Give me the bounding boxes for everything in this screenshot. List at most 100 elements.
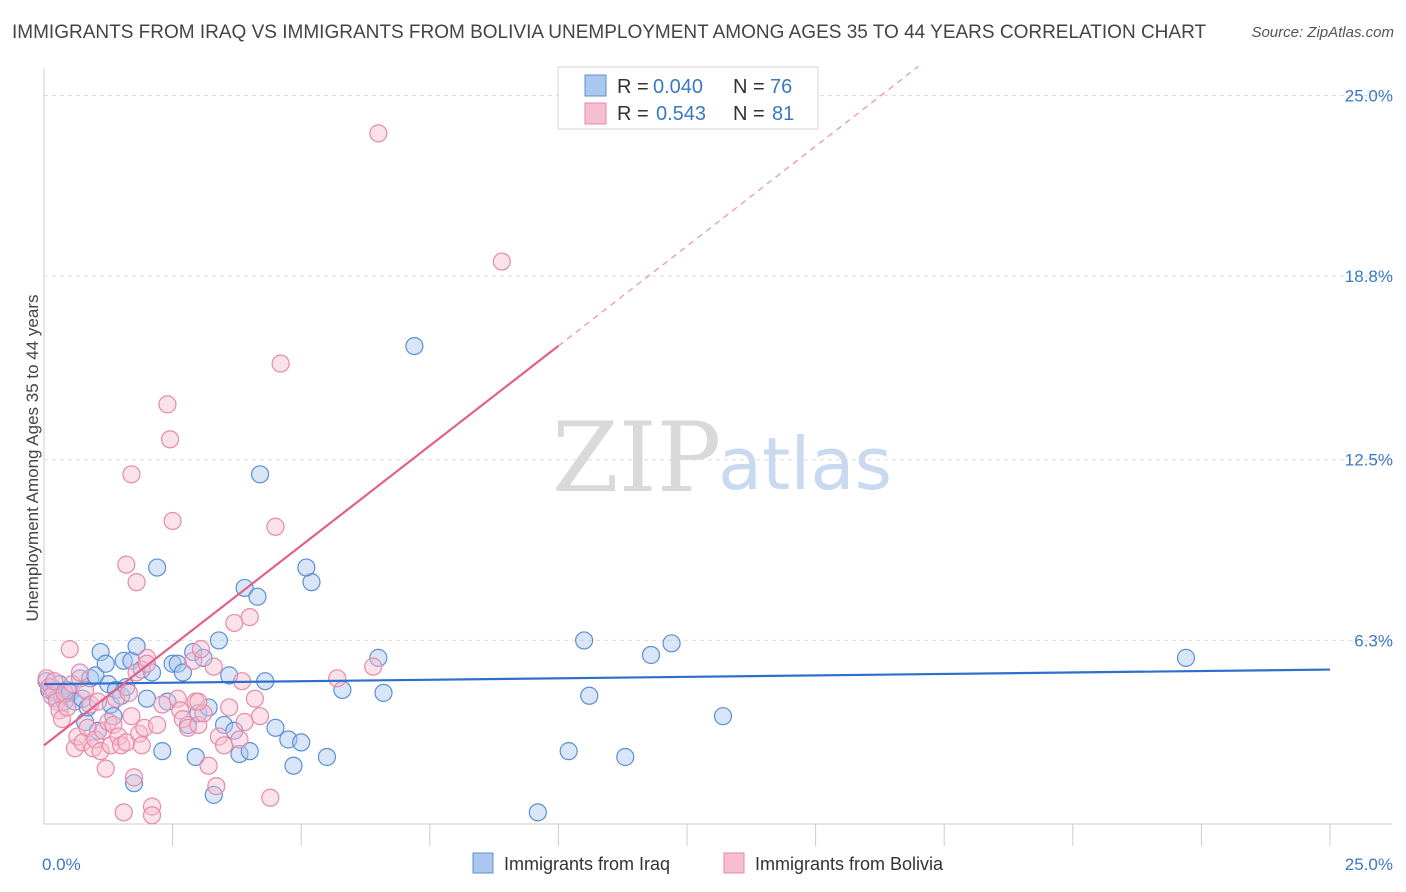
iraq-point	[78, 698, 97, 717]
iraq-point	[240, 742, 259, 761]
bolivia-point	[189, 692, 208, 711]
watermark: ZIP atlas	[552, 402, 892, 514]
bolivia-point	[99, 712, 118, 732]
iraq-point	[91, 642, 110, 662]
watermark-zip-text: ZIP	[552, 402, 721, 514]
iraq-point	[230, 744, 249, 764]
iraq-point	[266, 718, 285, 737]
bolivia-point	[328, 669, 347, 688]
iraq-point	[374, 683, 393, 702]
iraq-trend-line	[43, 668, 1331, 686]
bolivia-point	[261, 788, 280, 807]
source-label: Source: ZipAtlas.com	[1251, 24, 1394, 41]
iraq-point	[528, 803, 547, 822]
legend-n-value-iraq: 76	[770, 76, 792, 98]
legend-n-label-iraq: N =	[733, 76, 765, 98]
iraq-point	[124, 774, 144, 793]
iraq-point	[137, 689, 156, 708]
iraq-point	[297, 558, 316, 577]
bolivia-point	[245, 689, 265, 708]
y-tick-label: 18.8%	[1345, 267, 1393, 286]
page-title: IMMIGRANTS FROM IRAQ VS IMMIGRANTS FROM …	[12, 22, 1207, 43]
iraq-point	[292, 733, 311, 752]
bolivia-point	[178, 718, 198, 737]
bolivia-point	[153, 695, 172, 714]
bolivia-point	[160, 430, 180, 449]
iraq-point	[559, 742, 578, 761]
legend-swatch-bolivia	[584, 102, 607, 125]
y-tick-label: 6.3%	[1354, 631, 1393, 650]
iraq-point	[284, 756, 303, 775]
iraq-point	[173, 663, 192, 682]
iraq-point	[580, 686, 599, 705]
bolivia-point	[240, 608, 259, 627]
bolivia-point	[220, 698, 239, 717]
iraq-point	[186, 747, 205, 767]
bolivia-point	[158, 395, 177, 414]
legend-r-value-bolivia: 0.543	[656, 103, 706, 125]
legend-r-label-iraq: R =	[617, 76, 649, 98]
bolivia-point	[96, 759, 115, 778]
legend-r-label-bolivia: R =	[617, 103, 649, 125]
grid-lines	[44, 94, 1392, 641]
iraq-point	[641, 645, 661, 665]
y-axis-title: Unemployment Among Ages 35 to 44 years	[23, 295, 42, 622]
bolivia-point	[250, 707, 270, 726]
legend-n-label-bolivia: N =	[733, 103, 765, 125]
iraq-point	[148, 558, 167, 577]
bolivia-point	[235, 712, 254, 732]
bolivia-point	[209, 727, 228, 746]
correlation-legend: R = 0.040 N = 76 R = 0.543 N = 81	[557, 66, 819, 130]
iraq-point	[96, 654, 115, 673]
trend-lines	[43, 65, 1331, 747]
bolivia-point	[124, 768, 144, 787]
bolivia-point	[45, 672, 64, 691]
bolivia-point	[191, 640, 210, 659]
iraq-point	[575, 631, 594, 650]
bolivia-point	[225, 613, 244, 633]
bolivia-point	[199, 756, 218, 775]
bolivia-point	[189, 715, 208, 735]
iraq-point	[616, 747, 635, 767]
iraq-point	[405, 336, 424, 356]
bolivia-point	[207, 777, 226, 796]
iraq-point	[250, 465, 270, 484]
iraq-point	[168, 654, 187, 673]
bottom-legend-label-bolivia: Immigrants from Bolivia	[755, 854, 944, 874]
legend-swatch-iraq	[584, 74, 607, 97]
bolivia-point	[142, 806, 162, 825]
bolivia-point	[163, 511, 182, 531]
bolivia-point	[112, 736, 131, 755]
iraq-point	[369, 648, 388, 667]
y-tick-label: 12.5%	[1345, 451, 1393, 470]
x-tick-labels: 0.0% 25.0%	[42, 855, 1393, 874]
iraq-point	[127, 637, 146, 656]
bolivia-point	[132, 736, 151, 755]
series-bolivia-points	[37, 124, 511, 825]
iraq-point	[1176, 648, 1196, 667]
bolivia-point	[230, 730, 249, 749]
iraq-point	[662, 634, 681, 653]
x-tick-label: 0.0%	[42, 855, 81, 874]
bolivia-point	[60, 640, 79, 659]
bottom-legend-swatch-iraq	[472, 852, 494, 874]
iraq-point	[153, 742, 172, 761]
iraq-point	[248, 587, 267, 606]
iraq-point	[114, 651, 133, 670]
bolivia-point	[148, 715, 167, 735]
bolivia-point	[122, 465, 141, 484]
bottom-legend-swatch-bolivia	[723, 852, 745, 874]
bottom-legend-label-iraq: Immigrants from Iraq	[504, 854, 670, 874]
bolivia-point	[204, 657, 223, 676]
iraq-point	[317, 747, 337, 767]
x-tick-label: 25.0%	[1345, 855, 1393, 874]
bolivia-point	[119, 683, 138, 702]
y-tick-label: 25.0%	[1345, 86, 1393, 105]
legend-n-value-bolivia: 81	[772, 103, 794, 125]
y-tick-labels: 6.3% 12.5% 18.8% 25.0%	[1345, 86, 1393, 650]
series-iraq-points	[37, 336, 1196, 822]
watermark-atlas-text: atlas	[718, 422, 892, 506]
bolivia-point	[168, 689, 187, 708]
bolivia-point	[364, 657, 383, 676]
